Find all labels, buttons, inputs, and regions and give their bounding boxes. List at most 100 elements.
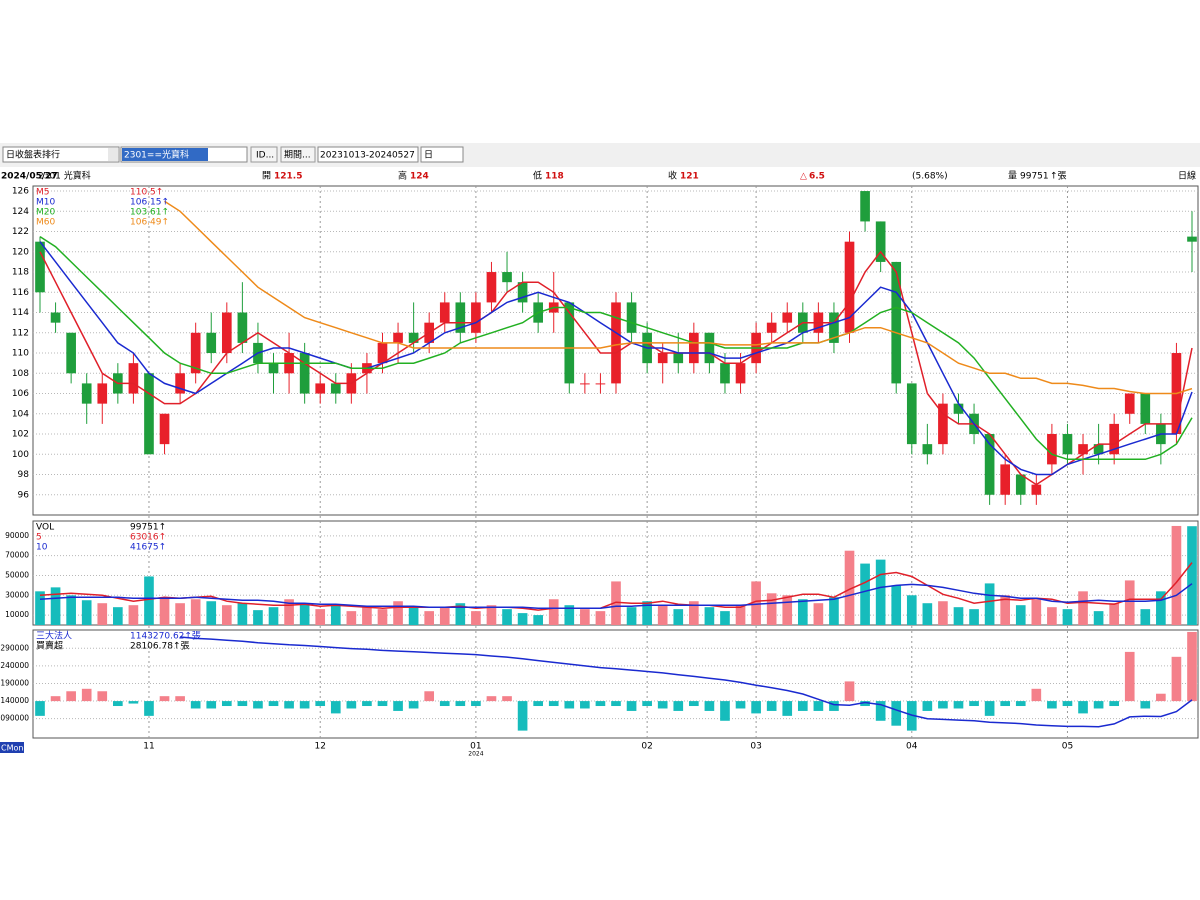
volume-bar [611, 581, 621, 625]
net-bar [875, 701, 886, 721]
net-bar [844, 681, 855, 702]
volume-bar [284, 599, 294, 625]
volume-bar [346, 611, 357, 625]
net-bar [953, 701, 964, 709]
candle-body [330, 383, 341, 394]
y-tick-label: 106 [12, 389, 29, 399]
info-change: (5.68%) [912, 172, 948, 182]
candle-body [953, 403, 964, 414]
legend-value: 41675↑ [130, 543, 166, 553]
volume-bar [377, 609, 388, 625]
info-label: 收 [668, 170, 677, 182]
net-bar [766, 701, 777, 711]
volume-bar [362, 607, 372, 625]
net-bar [689, 701, 699, 707]
net-bar [66, 691, 76, 702]
info-date: 2024/05/27 [1, 172, 58, 182]
candle-body [1140, 393, 1151, 424]
volume-bar [1078, 591, 1088, 625]
x-tick-label: 12 [314, 742, 325, 752]
volume-bar [906, 595, 917, 625]
legend-name: 三大法人 [36, 630, 72, 642]
volume-bar [35, 591, 45, 625]
net-bar [1187, 631, 1197, 702]
net-bar [1078, 701, 1088, 714]
candle-body [1109, 423, 1119, 455]
candle-body [829, 312, 839, 343]
candle-body [860, 191, 870, 222]
period-button[interactable] [280, 146, 316, 163]
net-bar [922, 701, 933, 711]
legend-value: 63016↑ [130, 533, 166, 543]
legend-name: VOL [36, 523, 54, 533]
legend-value: 1143270.62↑張 [130, 631, 201, 642]
id-button[interactable] [250, 146, 278, 163]
y-tick-label: 96 [18, 490, 30, 500]
ranking-select[interactable] [2, 146, 120, 163]
candle-body [875, 221, 886, 262]
net-bar [1062, 701, 1073, 707]
candle-body [844, 241, 855, 333]
volume-bar [860, 563, 870, 625]
volume-bar [502, 609, 512, 625]
net-bar [424, 691, 435, 702]
net-bar [81, 688, 92, 702]
y-tick-label: 110 [12, 349, 29, 359]
legend-value: 28106.78↑張 [130, 641, 190, 652]
y-tick-label: 124 [12, 207, 29, 217]
candle-body [1047, 434, 1057, 465]
candle-body [564, 302, 575, 384]
candle-body [766, 322, 777, 333]
interval-select[interactable] [420, 146, 464, 163]
interval-text: 日 [424, 150, 433, 161]
candle-body [408, 332, 419, 343]
volume-bar [1015, 605, 1026, 625]
y-tick-label: 98 [18, 470, 30, 480]
candle-body [1015, 474, 1026, 495]
net-bar [144, 701, 154, 716]
volume-bar [330, 605, 341, 625]
net-bar [97, 691, 108, 702]
x-tick-label: 03 [750, 742, 761, 752]
candle-body [1187, 236, 1197, 242]
candle-body [237, 312, 248, 343]
volume-bar [486, 605, 497, 625]
period-text: 20231013-20240527 [320, 151, 415, 161]
candle-body [393, 332, 403, 343]
info-value: 121.5 [274, 172, 302, 182]
volume-bar [253, 610, 263, 625]
y-tick-label: 116 [12, 288, 29, 298]
volume-bar [1171, 525, 1182, 625]
period-button-text: 期間... [284, 150, 311, 161]
volume-bar [984, 583, 995, 625]
net-bar [1047, 701, 1057, 709]
volume-bar [813, 603, 824, 625]
legend-value: 110.5↑ [130, 188, 163, 198]
volume-bar [797, 599, 808, 625]
legend-value: 103.61↑ [130, 208, 169, 218]
net-bar [533, 701, 543, 707]
net-bar [860, 701, 870, 707]
volume-bar [1156, 591, 1166, 625]
volume-bar [237, 603, 248, 625]
volume-bar [517, 613, 528, 625]
volume-bar [922, 603, 933, 625]
brand: CMoney [1, 744, 33, 753]
net-bar [580, 701, 590, 709]
volume-bar [751, 581, 761, 625]
info-value: 124 [410, 172, 429, 182]
chart-label: 日線 [1178, 170, 1196, 182]
ranking-text: 日收盤表排行 [6, 149, 60, 161]
volume-bar [548, 599, 559, 625]
x-tick-label: 11 [143, 742, 154, 752]
net-bar [346, 701, 357, 709]
net-bar [564, 701, 575, 709]
legend-value: 106.49↑ [130, 218, 169, 228]
volume-bar [206, 601, 217, 625]
volume-bar [299, 603, 310, 625]
candle-body [517, 282, 528, 303]
x-tick-label: 05 [1062, 742, 1073, 752]
period-input[interactable] [317, 146, 419, 163]
net-bar [938, 701, 948, 709]
